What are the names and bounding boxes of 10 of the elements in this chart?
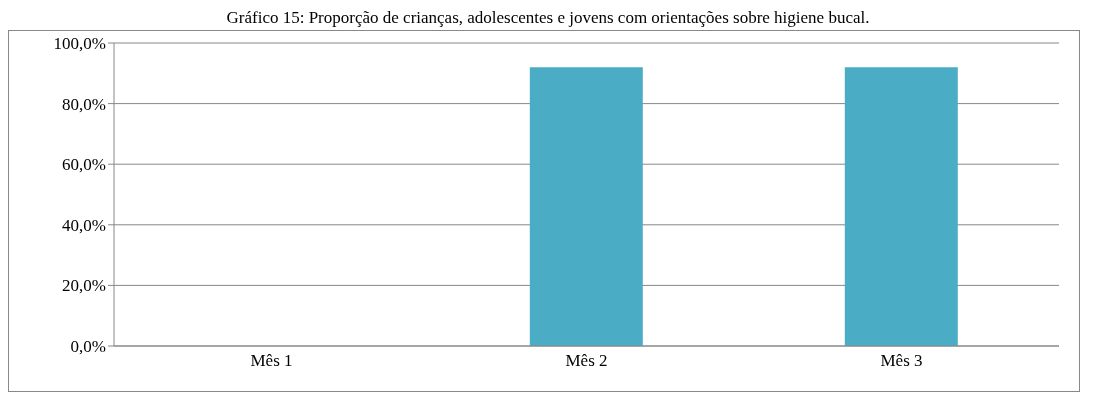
y-tick-label: 60,0%: [62, 155, 106, 175]
x-tick-label: Mês 3: [880, 351, 923, 371]
y-tick-label: 0,0%: [70, 337, 106, 357]
y-tick-label: 40,0%: [62, 215, 106, 235]
chart-title: Gráfico 15: Proporção de crianças, adolescentes e jovens com orientações sobre higiene bucal.: [225, 8, 871, 29]
y-tick-label: 80,0%: [62, 94, 106, 114]
x-tick-label: Mês 1: [250, 351, 293, 371]
y-tick-label: 100,0%: [53, 34, 106, 54]
y-tick-label: 20,0%: [62, 276, 106, 296]
x-tick-label: Mês 2: [565, 351, 608, 371]
